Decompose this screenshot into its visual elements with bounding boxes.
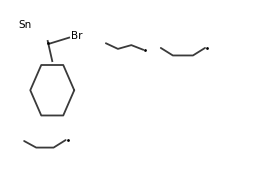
Text: Sn: Sn [18,20,32,30]
Text: Br: Br [71,31,82,41]
